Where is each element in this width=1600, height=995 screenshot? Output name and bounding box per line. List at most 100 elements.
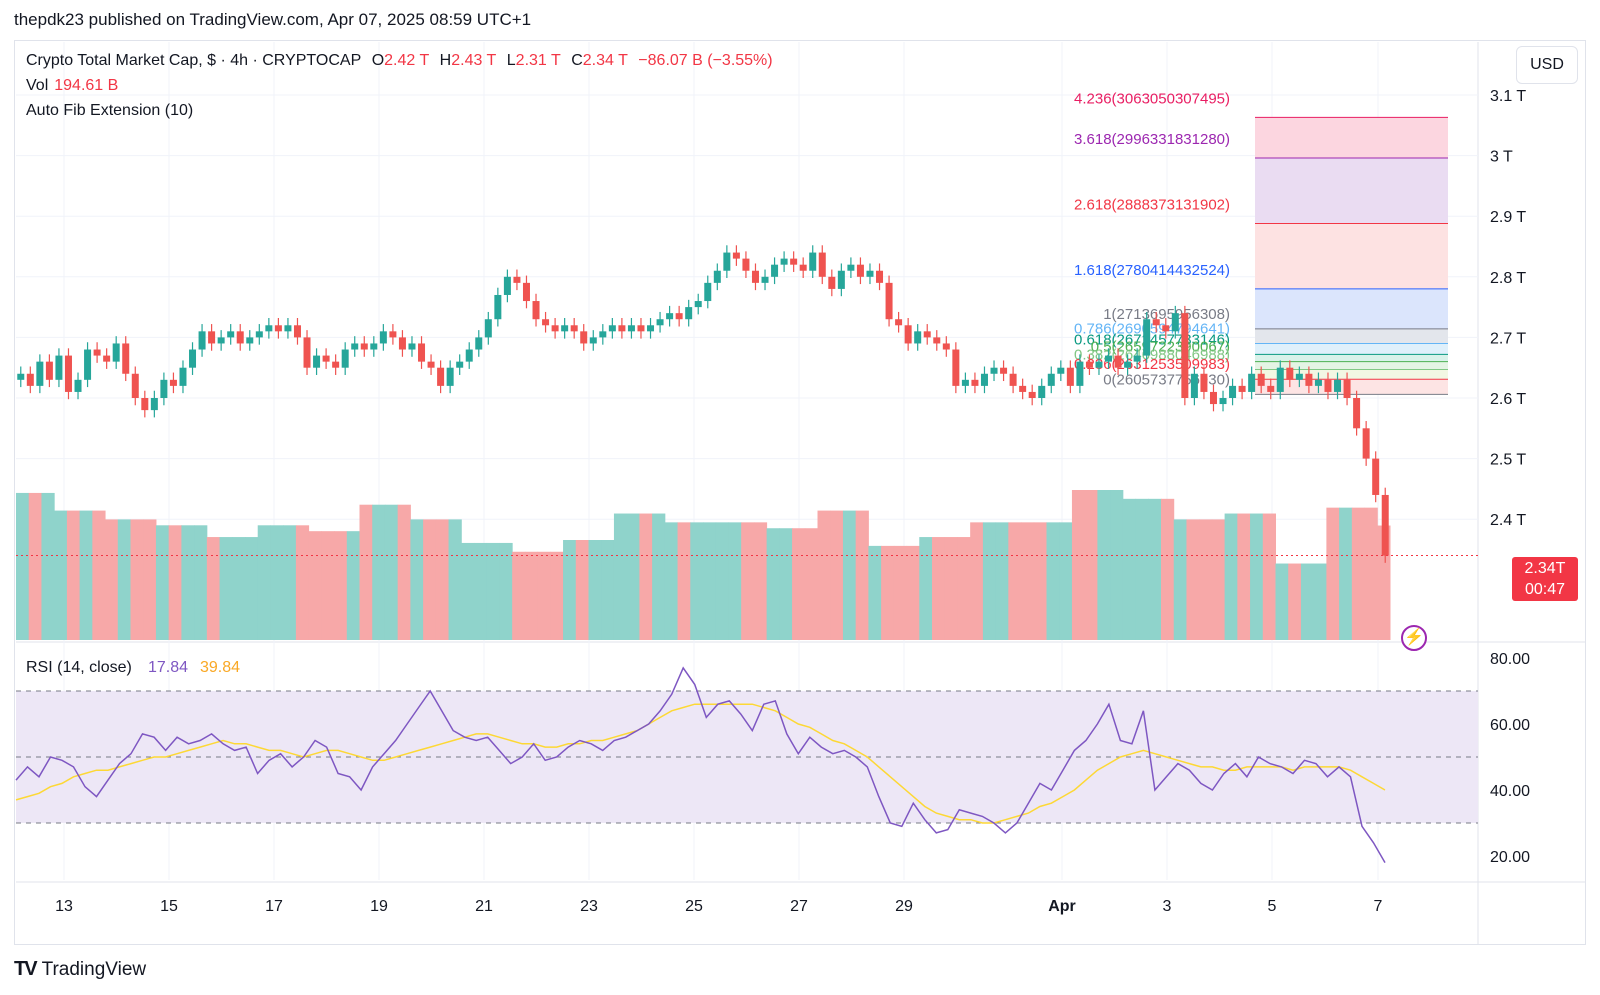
fib-level-label: 0.382(2646988046988) bbox=[1074, 347, 1230, 364]
candle-body bbox=[217, 337, 225, 344]
volume-bar bbox=[499, 542, 513, 640]
volume-legend[interactable]: Vol 194.61 B bbox=[26, 77, 119, 94]
candle-body bbox=[828, 276, 836, 289]
volume-bar bbox=[1288, 563, 1302, 640]
candle-body bbox=[866, 270, 874, 277]
candle-body bbox=[1209, 391, 1217, 405]
lightning-icon[interactable]: ⚡ bbox=[1401, 625, 1427, 651]
candle-body bbox=[408, 343, 416, 350]
candle-body bbox=[1190, 373, 1198, 398]
volume-bar bbox=[1313, 563, 1327, 640]
volume-bar bbox=[435, 519, 450, 640]
candle-body bbox=[64, 355, 72, 392]
volume-bar bbox=[295, 525, 310, 640]
fib-indicator-legend[interactable]: Auto Fib Extension (10) bbox=[26, 102, 194, 119]
candle-body bbox=[713, 270, 721, 283]
candle-body bbox=[1372, 458, 1380, 495]
candle-body bbox=[1019, 385, 1027, 392]
volume-bar bbox=[1262, 513, 1276, 640]
fib-zone bbox=[1255, 158, 1448, 224]
volume-bar bbox=[728, 522, 742, 640]
candle-body bbox=[1324, 379, 1332, 392]
volume-bar bbox=[817, 510, 831, 640]
brand-name: TradingView bbox=[41, 958, 147, 980]
volume-bar bbox=[66, 510, 81, 640]
volume-bar bbox=[270, 525, 284, 640]
candle-body bbox=[484, 319, 492, 338]
fib-level-label: 3.618(2996331831280) bbox=[1074, 131, 1230, 148]
candle-body bbox=[1114, 355, 1122, 368]
volume-bar bbox=[16, 492, 30, 640]
candle-body bbox=[627, 325, 635, 332]
volume-bar bbox=[334, 531, 348, 640]
candle-body bbox=[370, 343, 378, 350]
volume-bar bbox=[92, 510, 106, 640]
volume-bar bbox=[919, 537, 933, 640]
volume-bar bbox=[257, 525, 271, 640]
volume-bar bbox=[588, 540, 602, 640]
candle-body bbox=[1038, 385, 1046, 398]
volume-bar bbox=[741, 522, 755, 640]
candle-body bbox=[732, 252, 740, 259]
candle-body bbox=[980, 373, 988, 386]
rsi-tick-label: 20.00 bbox=[1490, 849, 1530, 866]
volume-bar bbox=[957, 537, 971, 640]
volume-bar bbox=[703, 522, 717, 640]
x-tick-label: 13 bbox=[55, 898, 73, 915]
candle-body bbox=[1143, 319, 1151, 356]
candle-body bbox=[790, 258, 798, 265]
candle-body bbox=[189, 349, 197, 368]
volume-bar bbox=[1161, 498, 1175, 640]
candle-body bbox=[656, 319, 664, 326]
volume-bar bbox=[881, 545, 895, 640]
candle-body bbox=[1105, 355, 1113, 362]
volume-bar bbox=[346, 531, 360, 640]
currency-button[interactable]: USD bbox=[1516, 46, 1578, 84]
candle-body bbox=[1095, 361, 1103, 368]
candle-body bbox=[398, 337, 406, 350]
volume-bar bbox=[1364, 507, 1378, 640]
x-tick-label: 3 bbox=[1163, 898, 1172, 915]
symbol-title[interactable]: Crypto Total Market Cap, $ · 4h · CRYPTO… bbox=[26, 52, 362, 69]
candle-body bbox=[93, 349, 101, 356]
candle-body bbox=[1381, 494, 1389, 556]
candle-body bbox=[561, 325, 569, 332]
candle-body bbox=[599, 331, 607, 338]
volume-bar bbox=[474, 542, 488, 640]
candle-body bbox=[837, 270, 845, 289]
volume-bar bbox=[79, 510, 93, 640]
candle-body bbox=[227, 331, 235, 338]
volume-bar bbox=[283, 525, 297, 640]
fib-zone bbox=[1255, 379, 1448, 395]
candle-body bbox=[1286, 367, 1294, 380]
tradingview-brand[interactable]: TV TradingView bbox=[14, 958, 146, 981]
fib-level-label: 0.5(2659722390067) bbox=[1091, 339, 1230, 356]
candle-body bbox=[141, 398, 149, 411]
volume-bar bbox=[626, 513, 640, 640]
volume-bar bbox=[1326, 507, 1340, 640]
rsi-tick-label: 60.00 bbox=[1490, 717, 1530, 734]
volume-bar bbox=[639, 513, 653, 640]
price-tick-label: 2.7 T bbox=[1490, 330, 1526, 347]
candle-body bbox=[1200, 373, 1208, 392]
fib-zone bbox=[1255, 343, 1448, 355]
fib-level-label: 0.786(2690594794641) bbox=[1074, 320, 1230, 337]
x-tick-label: 27 bbox=[790, 898, 808, 915]
candle-body bbox=[723, 252, 731, 271]
volume-bar bbox=[28, 492, 42, 640]
price-change: −86.07 B (−3.55%) bbox=[638, 52, 773, 69]
volume-bar bbox=[512, 551, 526, 640]
candle-body bbox=[618, 325, 626, 332]
volume-bar bbox=[1224, 513, 1238, 640]
candle-body bbox=[923, 331, 931, 338]
ohlc-low: L2.31 T bbox=[506, 52, 561, 69]
volume-bar bbox=[537, 551, 551, 640]
fib-zone bbox=[1255, 354, 1448, 362]
candle-body bbox=[45, 361, 53, 380]
candle-body bbox=[809, 252, 817, 271]
candle-body bbox=[1181, 313, 1189, 398]
candle-body bbox=[1314, 379, 1322, 386]
candle-body bbox=[685, 307, 693, 320]
candle-body bbox=[856, 264, 864, 277]
